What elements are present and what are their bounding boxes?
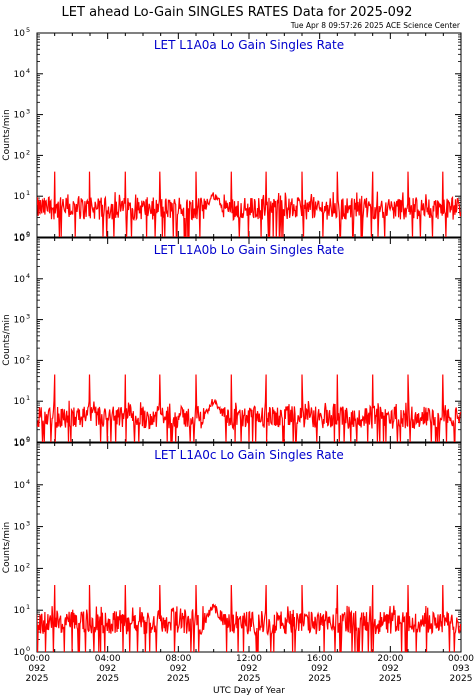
y-tick-exponent: 0 — [26, 645, 30, 653]
y-tick-exponent: 1 — [26, 603, 30, 611]
y-tick-label: 10 — [14, 192, 26, 202]
y-tick-exponent: 1 — [26, 394, 30, 402]
x-tick-label: 2025 — [96, 674, 119, 684]
y-tick-exponent: 0 — [26, 230, 30, 238]
x-tick-label: 2025 — [450, 674, 473, 684]
x-tick-label: 2025 — [308, 674, 331, 684]
y-tick-label: 10 — [14, 111, 26, 121]
rate-series-line — [37, 374, 461, 442]
y-tick-exponent: 4 — [26, 478, 30, 486]
y-tick-label: 10 — [14, 275, 26, 285]
panel-title: LET L1A0c Lo Gain Singles Rate — [154, 448, 344, 462]
x-tick-label: 2025 — [26, 674, 49, 684]
y-axis-label: Counts/min — [2, 522, 12, 573]
generation-timestamp: Tue Apr 8 09:57:26 2025 ACE Science Cent… — [290, 21, 461, 30]
y-tick-label: 10 — [14, 233, 26, 243]
y-tick-label: 10 — [14, 564, 26, 574]
x-axis-label: UTC Day of Year — [213, 686, 285, 696]
y-tick-label: 10 — [14, 234, 26, 244]
y-tick-label: 10 — [14, 70, 26, 80]
x-tick-label: 20:00 — [377, 654, 403, 664]
x-axis: 00:00092202504:00092202508:00092202512:0… — [24, 654, 474, 684]
y-tick-exponent: 3 — [26, 313, 30, 321]
y-tick-label: 10 — [14, 397, 26, 407]
y-tick-exponent: 4 — [26, 272, 30, 280]
y-tick-label: 10 — [14, 481, 26, 491]
rate-series-line — [37, 584, 461, 652]
y-tick-exponent: 4 — [26, 67, 30, 75]
y-tick-exponent: 5 — [26, 231, 30, 239]
panel-title: LET L1A0b Lo Gain Singles Rate — [154, 243, 345, 257]
y-tick-label: 10 — [14, 316, 26, 326]
y-tick-label: 10 — [14, 151, 26, 161]
y-tick-exponent: 2 — [26, 353, 30, 361]
y-tick-exponent: 2 — [26, 561, 30, 569]
x-tick-label: 093 — [452, 664, 469, 674]
x-tick-label: 04:00 — [95, 654, 121, 664]
x-tick-label: 092 — [170, 664, 187, 674]
x-tick-label: 2025 — [238, 674, 261, 684]
y-tick-label: 10 — [14, 438, 26, 448]
y-tick-label: 10 — [14, 523, 26, 533]
y-tick-exponent: 2 — [26, 148, 30, 156]
x-tick-label: 00:00 — [448, 654, 474, 664]
y-tick-label: 10 — [14, 29, 26, 39]
x-tick-label: 092 — [99, 664, 116, 674]
panel-title: LET L1A0a Lo Gain Singles Rate — [154, 38, 344, 52]
x-tick-label: 16:00 — [307, 654, 333, 664]
rate-series-line — [37, 171, 461, 237]
y-tick-exponent: 1 — [26, 189, 30, 197]
y-tick-label: 10 — [14, 439, 26, 449]
x-tick-label: 08:00 — [165, 654, 191, 664]
y-axis-label: Counts/min — [2, 109, 12, 160]
x-tick-label: 092 — [311, 664, 328, 674]
y-axis-label: Counts/min — [2, 314, 12, 365]
y-tick-label: 10 — [14, 356, 26, 366]
y-tick-exponent: 3 — [26, 108, 30, 116]
chart-title: LET ahead Lo-Gain SINGLES RATES Data for… — [62, 5, 413, 20]
y-tick-exponent: 0 — [26, 435, 30, 443]
x-tick-label: 00:00 — [24, 654, 50, 664]
x-tick-label: 2025 — [379, 674, 402, 684]
y-tick-exponent: 3 — [26, 520, 30, 528]
y-tick-exponent: 5 — [26, 436, 30, 444]
y-tick-label: 10 — [14, 606, 26, 616]
x-tick-label: 2025 — [167, 674, 190, 684]
x-tick-label: 092 — [240, 664, 257, 674]
y-tick-exponent: 5 — [26, 26, 30, 34]
x-tick-label: 092 — [382, 664, 399, 674]
x-tick-label: 12:00 — [236, 654, 262, 664]
x-tick-label: 092 — [28, 664, 45, 674]
y-tick-label: 10 — [14, 648, 26, 658]
